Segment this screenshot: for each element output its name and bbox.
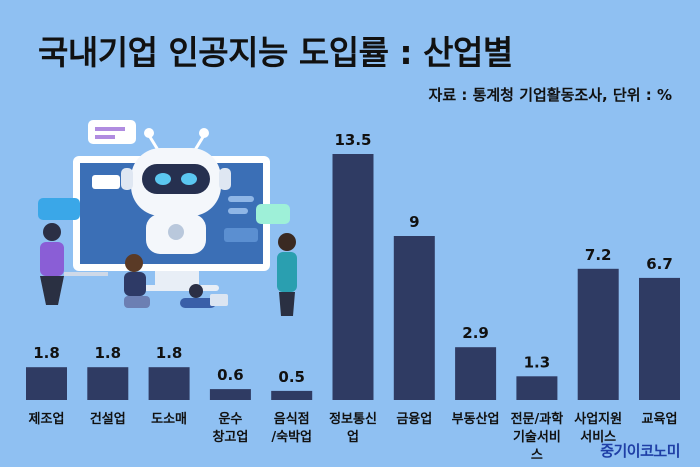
bar-4 — [209, 389, 251, 400]
value-label-1: 1.8 — [33, 344, 60, 362]
bar-6 — [332, 154, 374, 400]
category-label-3: 도소매 — [151, 412, 187, 427]
category-label-4: 운수 창고업 — [212, 412, 248, 445]
bar-5 — [271, 390, 313, 400]
category-label-10: 사업지원 서비스 — [574, 411, 622, 445]
bar-7 — [393, 236, 435, 400]
category-label-2: 건설업 — [90, 411, 126, 427]
value-label-8: 2.9 — [462, 324, 489, 342]
value-label-3: 1.8 — [156, 344, 183, 362]
bar-2 — [87, 367, 129, 400]
value-label-6: 13.5 — [334, 131, 371, 149]
value-label-9: 1.3 — [524, 353, 551, 371]
bars-layer: 1.8 제조업 1.8 건설업 1.8 도소매 0.6 운수 창고업 0.5 음식점/숙박업 13.5… — [26, 131, 680, 463]
value-label-2: 1.8 — [95, 344, 122, 362]
category-label-1: 제조업 — [29, 412, 65, 427]
bar-11 — [639, 277, 680, 400]
category-label-9: 전문/과학 기술서비 스 — [511, 411, 564, 463]
value-label-7: 9 — [409, 213, 419, 231]
value-label-4: 0.6 — [217, 366, 244, 384]
bar-1 — [26, 367, 67, 400]
value-label-5: 0.5 — [278, 368, 305, 386]
category-label-8: 부동산업 — [452, 411, 500, 427]
value-label-10: 7.2 — [585, 246, 612, 264]
chart-title: 국내기업 인공지능 도입률 : 산업별 — [38, 33, 513, 72]
value-label-11: 6.7 — [646, 255, 673, 273]
bar-10 — [577, 268, 619, 400]
bar-3 — [148, 367, 190, 400]
category-label-11: 교육업 — [642, 411, 678, 427]
source-note: 자료 : 통계청 기업활동조사, 단위 : % — [428, 86, 672, 104]
robot-and-people-illustration — [38, 120, 297, 316]
bar-8 — [455, 347, 497, 400]
category-label-6: 정보통신 업 — [329, 411, 377, 445]
category-label-5: 음식점/숙박업 — [271, 411, 312, 445]
bar-9 — [516, 376, 558, 400]
category-label-7: 금융업 — [396, 411, 432, 427]
brand-logo: 중기이코노미 — [600, 442, 680, 460]
